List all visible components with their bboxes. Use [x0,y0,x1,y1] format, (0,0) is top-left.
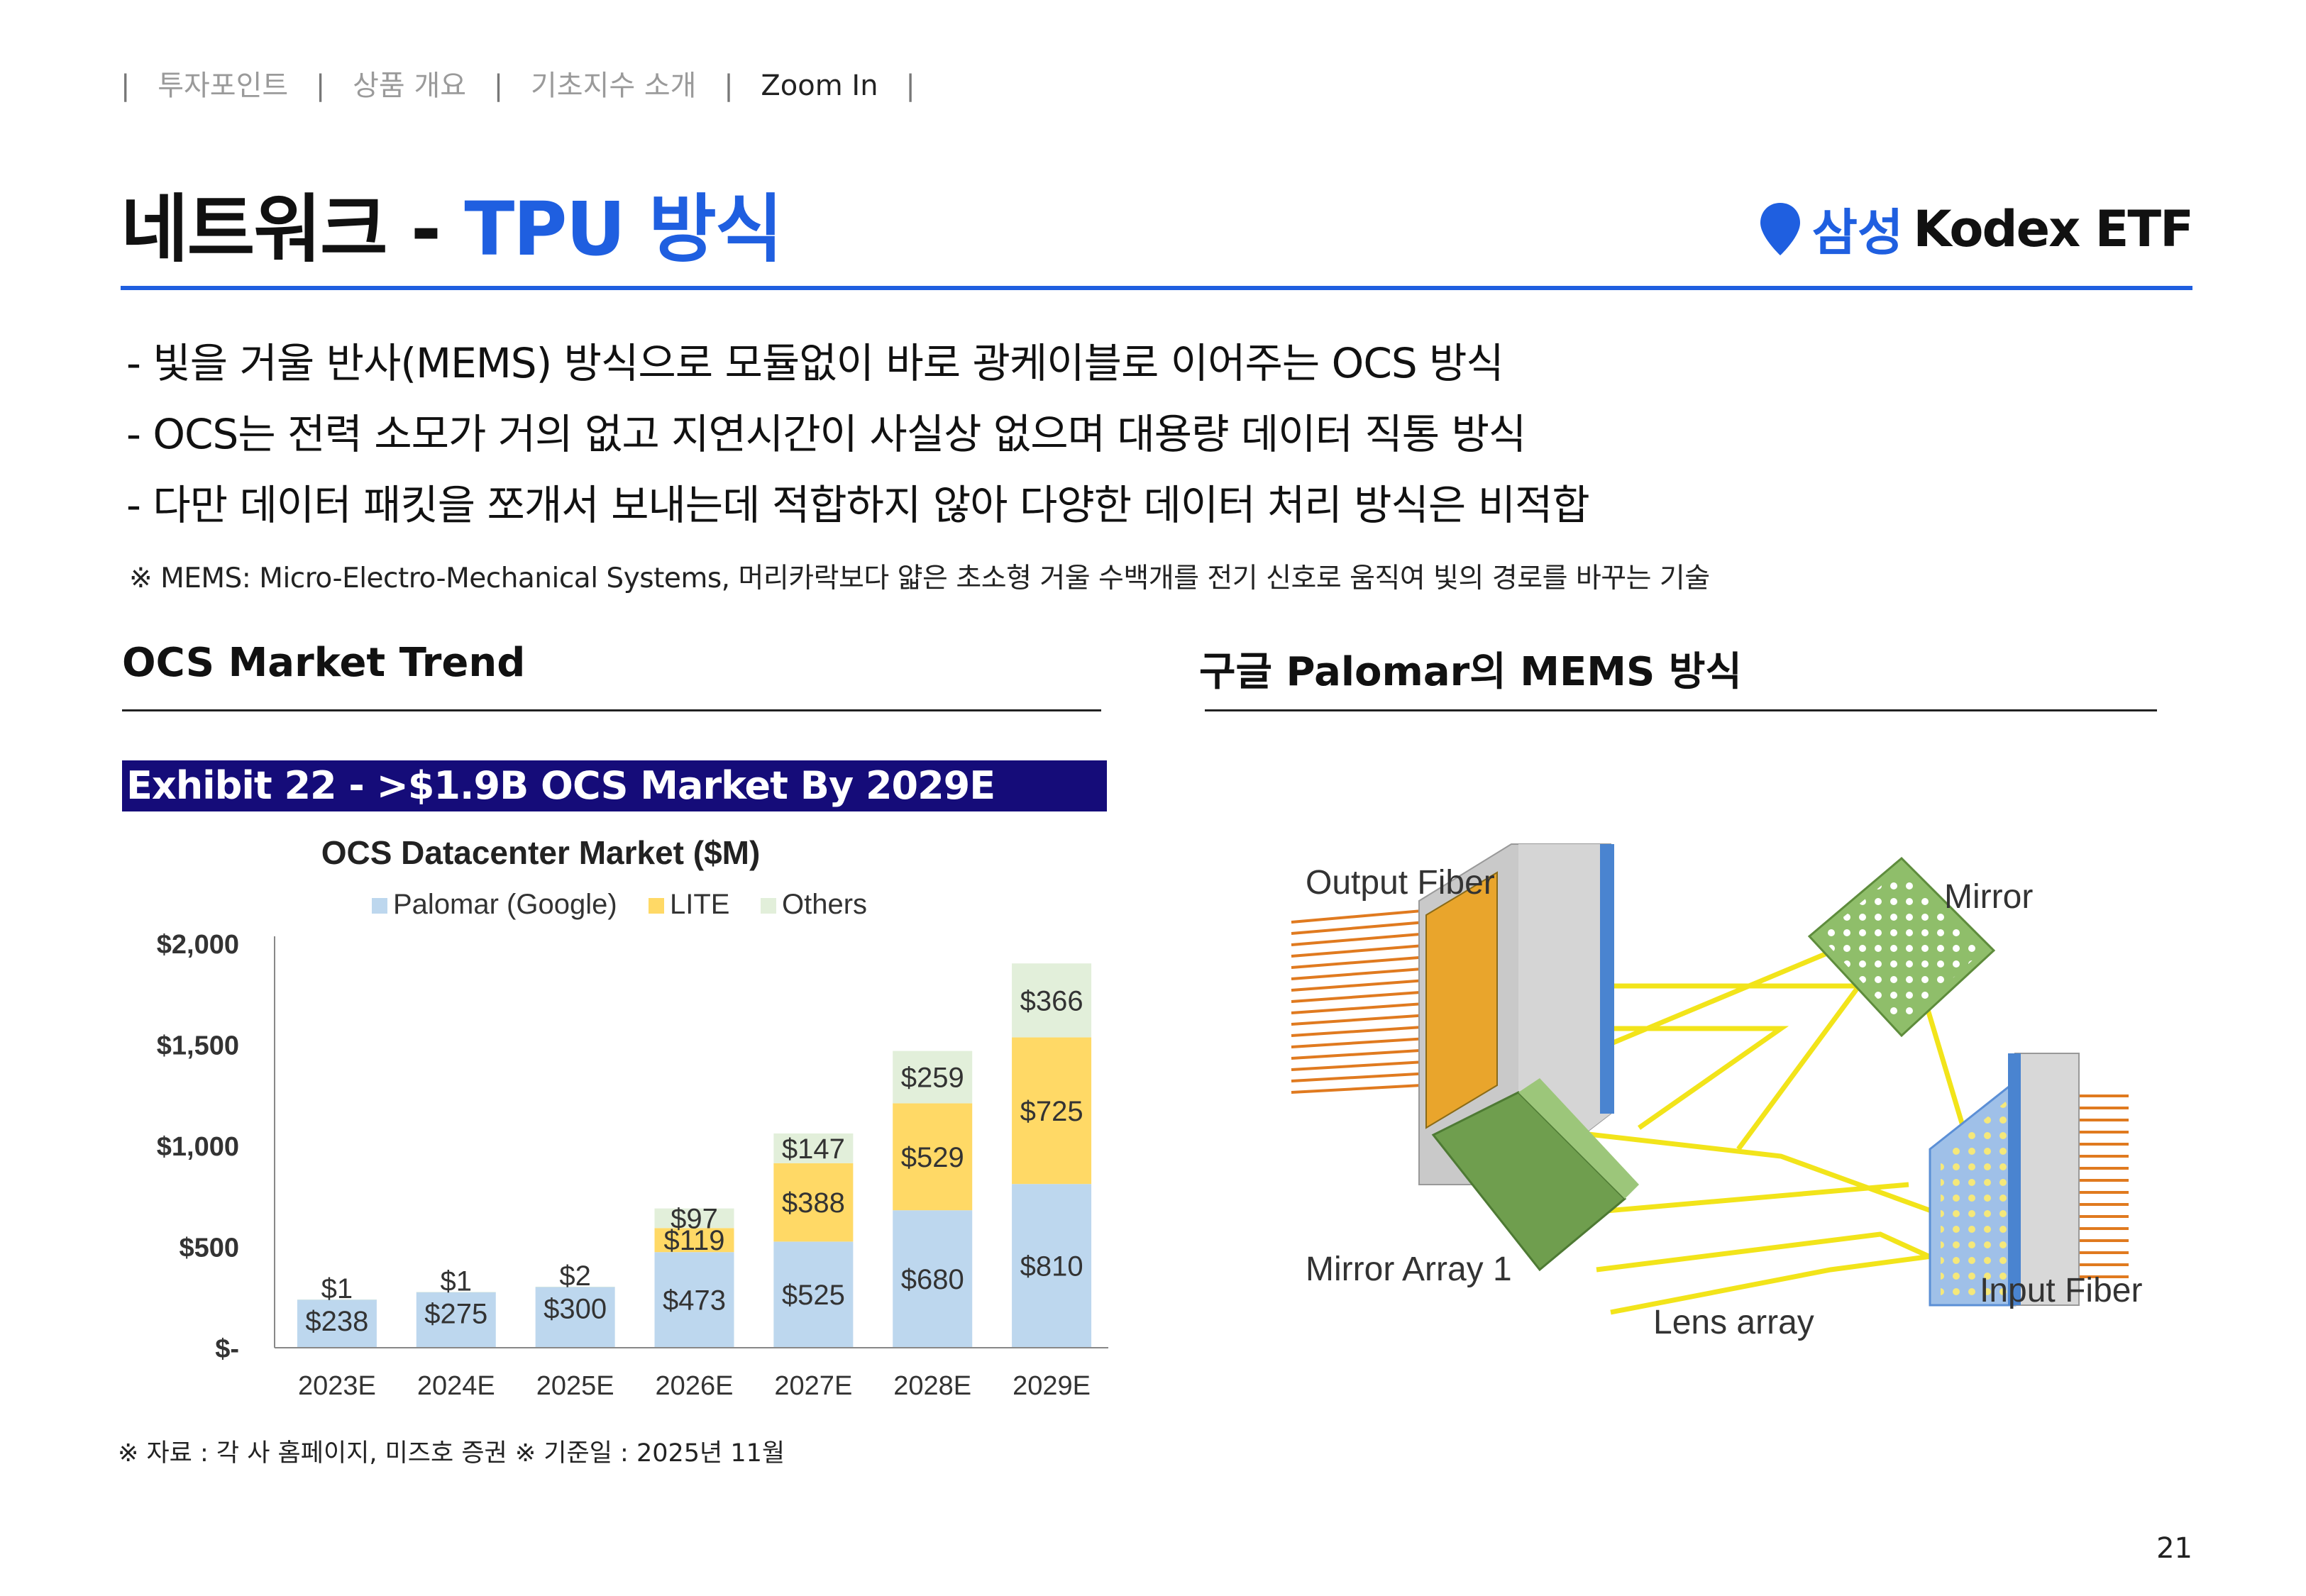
y-tick-label: $500 [179,1234,239,1263]
bar-segment [1012,1184,1092,1348]
bar-segment [1012,1037,1092,1185]
bar-segment [654,1252,734,1348]
x-tick-label: 2026E [656,1371,734,1401]
breadcrumb-item-product-overview[interactable]: 상품 개요 [353,70,467,102]
legend-swatch [372,898,387,914]
data-label: $147 [782,1134,845,1165]
data-label: $366 [1020,985,1083,1016]
data-label: $725 [1020,1096,1083,1127]
breadcrumb-separator: | [121,70,131,102]
breadcrumb-item-zoom-in[interactable]: Zoom In [761,70,878,102]
data-label: $680 [901,1264,964,1295]
data-label: $238 [305,1306,368,1337]
page-number: 21 [2156,1532,2192,1565]
palomar-mems-diagram: Output Fiber Mirror Mirror Array 1 Lens … [1291,843,2142,1341]
bar-segment [773,1241,854,1348]
bar-segment [893,1210,973,1348]
data-label: $2 [559,1260,591,1292]
mirror-array-1 [1431,1078,1639,1272]
data-label: $259 [901,1063,964,1094]
title-divider [121,286,2192,290]
y-tick-label: $2,000 [157,930,239,960]
breadcrumb-item-investment-point[interactable]: 투자포인트 [158,70,289,102]
data-label: $810 [1020,1251,1083,1282]
brand-name: Kodex ETF [1913,199,2194,258]
data-label: $97 [671,1203,718,1234]
x-tick-label: 2027E [774,1371,852,1401]
right-section-title: 구글 Palomar의 MEMS 방식 [1199,649,1742,695]
y-tick-label: $- [215,1334,239,1364]
left-section-title: OCS Market Trend [122,640,526,686]
legend-label: Palomar (Google) [393,889,617,920]
location-pin-icon [1760,202,1800,255]
y-tick-label: $1,000 [157,1132,239,1162]
legend-swatch [761,898,776,914]
mirror [1807,856,1996,1038]
bar-segment [893,1051,973,1104]
legend-swatch [649,898,664,914]
data-label: $529 [901,1142,964,1173]
bar-segment [654,1228,734,1253]
brand-korean: 삼성 [1811,204,1904,262]
bar-segment [654,1208,734,1229]
y-axis: $- $500 $1,000 $1,500 $2,000 [157,930,275,1364]
exhibit-title: Exhibit 22 - >$1.9B OCS Market By 2029E [122,760,1107,811]
data-label: $275 [424,1299,487,1330]
bars: $238$1$275$1$300$2$473$119$97$525$388$14… [297,963,1092,1348]
page-title: 네트워크 - TPU 방식 [121,169,783,276]
bar-segment [297,1299,377,1300]
ocs-market-chart: OCS Datacenter Market ($M) Palomar (Goog… [157,834,1108,1401]
breadcrumb-separator: | [724,70,734,102]
bullet-item: - 다만 데이터 패킷을 쪼개서 보내는데 적합하지 않아 다양한 데이터 처리… [126,481,1590,529]
bar-segment [416,1292,496,1348]
data-label: $300 [544,1294,607,1325]
label-lens-array: Lens array [1653,1304,1814,1341]
bar-segment [297,1299,377,1348]
bar-segment [773,1163,854,1242]
label-input-fiber: Input Fiber [1980,1272,2142,1309]
source-note: ※ 자료 : 각 사 홈페이지, 미즈호 증권 ※ 기준일 : 2025년 11… [118,1439,785,1468]
breadcrumb-item-index-intro[interactable]: 기초지수 소개 [530,70,697,102]
breadcrumb-separator: | [905,70,915,102]
bar-segment [893,1103,973,1211]
label-output-fiber: Output Fiber [1306,864,1495,902]
mems-footnote: ※ MEMS: Micro-Electro-Mechanical Systems… [129,563,1710,594]
bar-segment [1012,963,1092,1038]
right-section-divider [1205,709,2157,711]
x-axis: 2023E 2024E 2025E 2026E 2027E 2028E 2029E [275,1347,1108,1401]
data-label: $119 [663,1225,724,1256]
x-tick-label: 2024E [417,1371,495,1401]
chart-legend: Palomar (Google) LITE Others [372,889,867,920]
data-label: $1 [441,1265,473,1297]
x-tick-label: 2025E [536,1371,614,1401]
bullet-list: - 빛을 거울 반사(MEMS) 방식으로 모듈없이 바로 광케이블로 이어주는… [126,328,1590,541]
y-tick-label: $1,500 [157,1031,239,1061]
page-title-main: 네트워크 - [121,186,441,272]
brand-logo: 삼성 Kodex ETF [1758,193,2194,265]
x-tick-label: 2023E [298,1371,376,1401]
data-label: $1 [321,1273,353,1304]
input-fiber-block [1929,1053,2080,1307]
label-mirror: Mirror [1944,878,2033,916]
label-mirror-array: Mirror Array 1 [1306,1251,1512,1288]
data-label: $473 [663,1285,726,1317]
legend-label: Others [782,889,867,920]
breadcrumb: | 투자포인트 | 상품 개요 | 기초지수 소개 | Zoom In | [121,62,934,104]
output-fiber-block [1418,843,1614,1185]
breadcrumb-separator: | [315,70,326,102]
x-tick-label: 2029E [1013,1371,1091,1401]
page-title-accent: TPU 방식 [464,186,783,272]
breadcrumb-separator: | [493,70,504,102]
legend-label: LITE [670,889,729,920]
data-label: $525 [782,1280,845,1311]
bullet-item: - 빛을 거울 반사(MEMS) 방식으로 모듈없이 바로 광케이블로 이어주는… [126,339,1504,387]
chart-title: OCS Datacenter Market ($M) [321,834,761,871]
x-tick-label: 2028E [893,1371,971,1401]
bar-segment [773,1133,854,1163]
left-section-divider [122,709,1101,711]
data-label: $388 [782,1187,845,1219]
bar-segment [535,1287,615,1348]
bullet-item: - OCS는 전력 소모가 거의 없고 지연시간이 사실상 없으며 대용량 데이… [126,410,1526,458]
